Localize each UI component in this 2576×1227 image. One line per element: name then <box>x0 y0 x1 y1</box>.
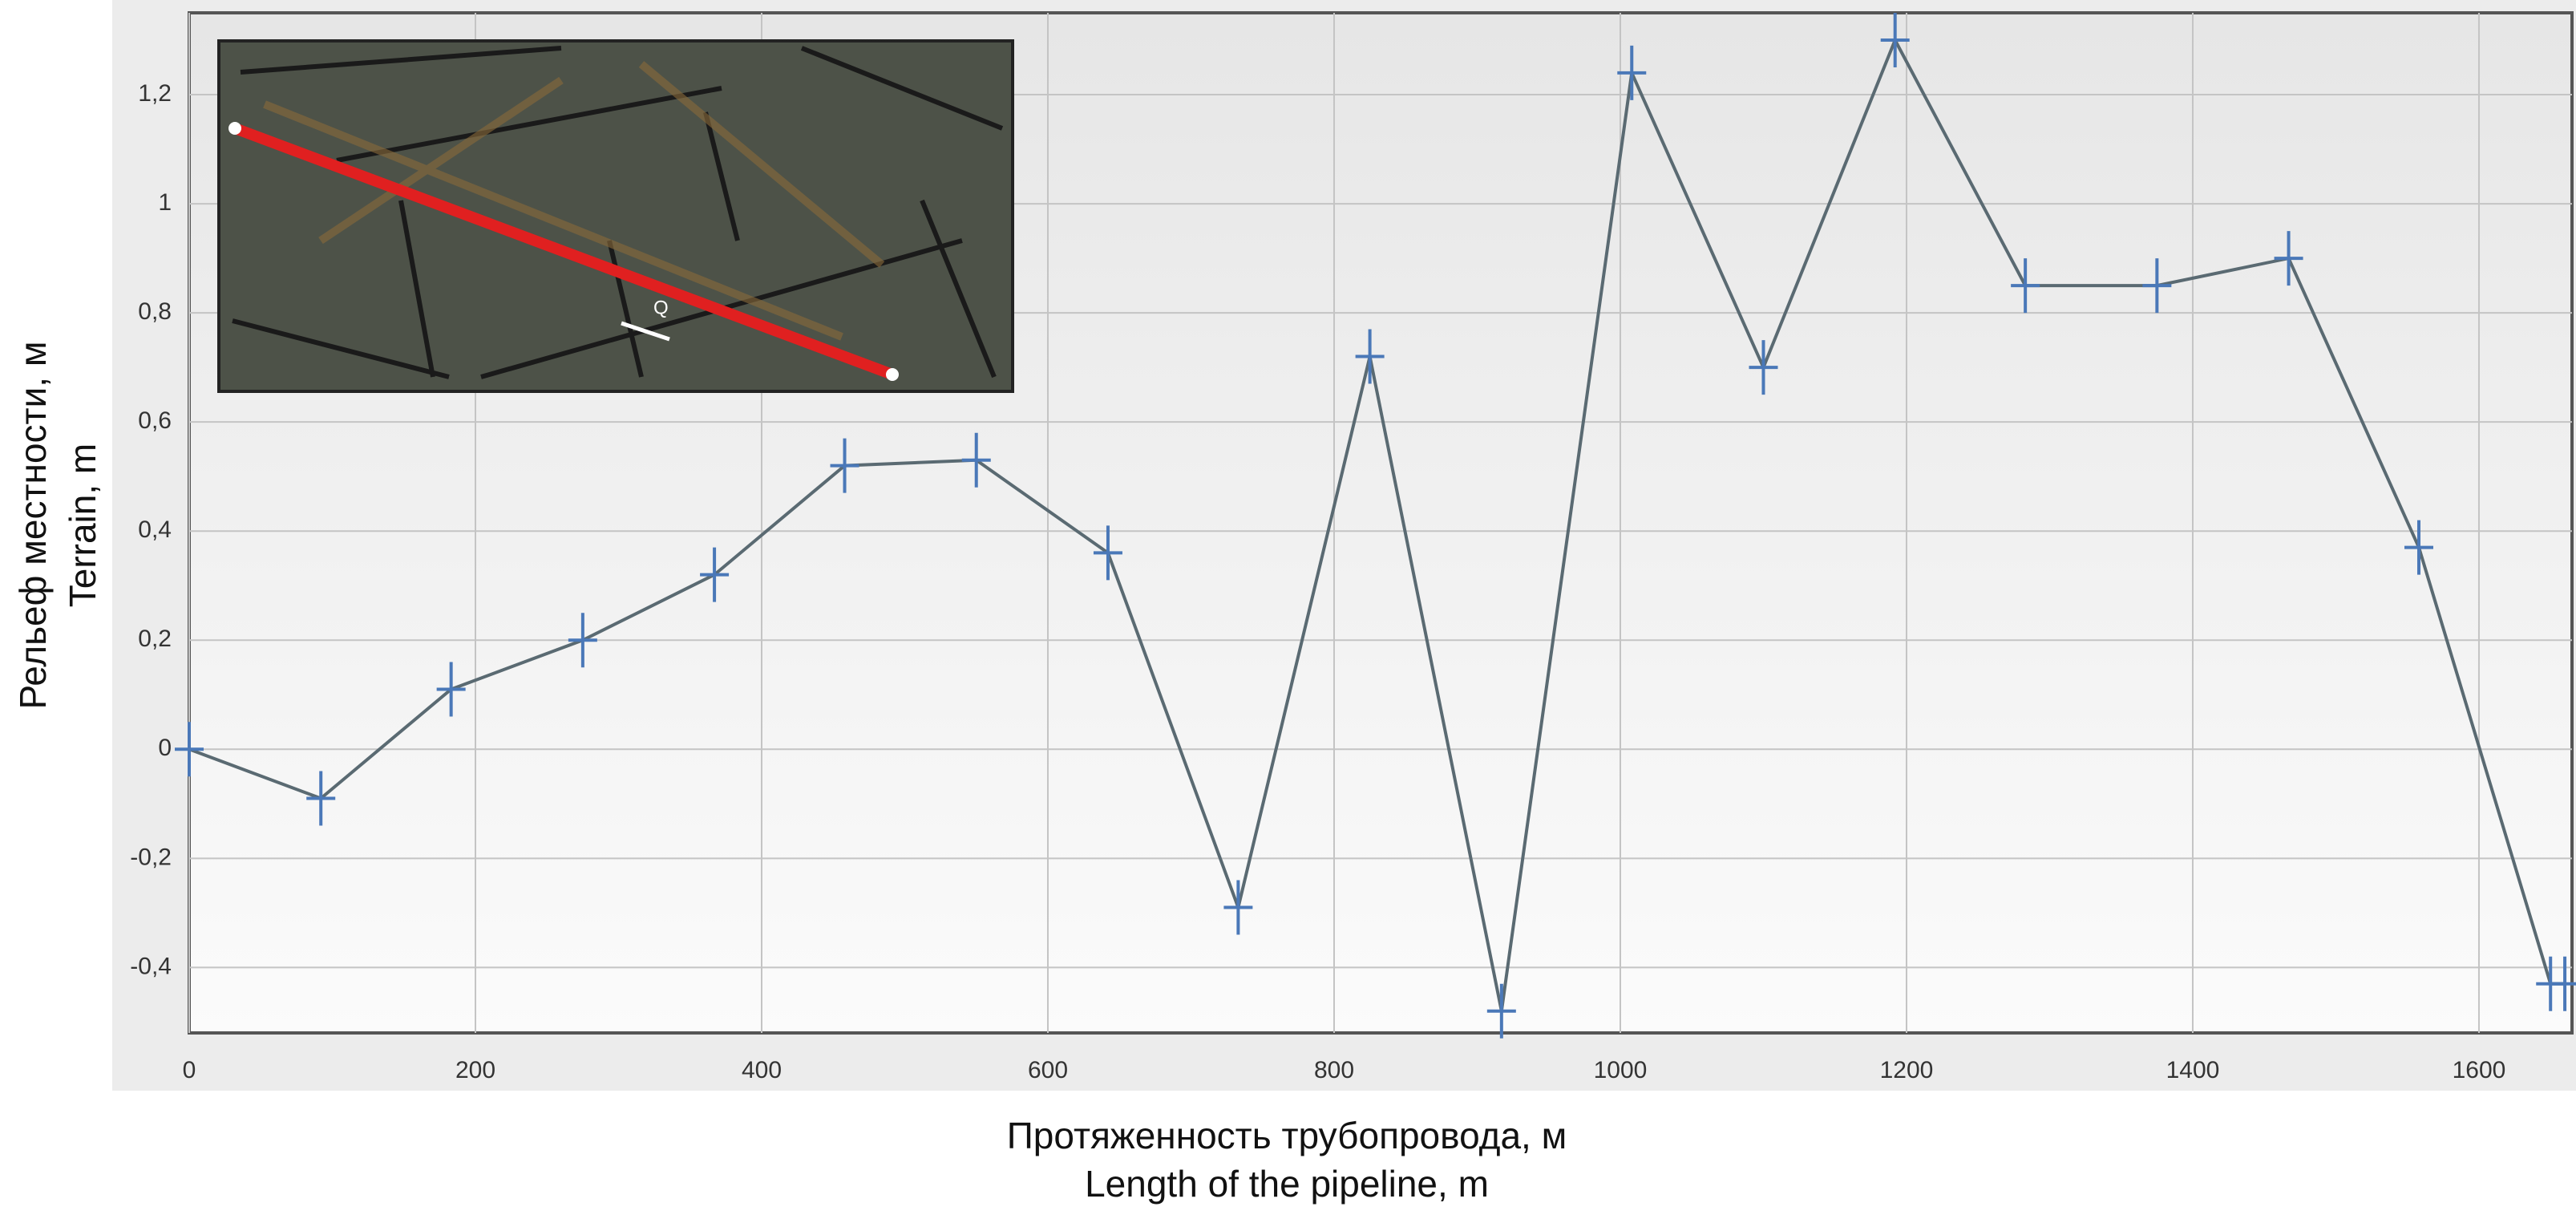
inset-route <box>233 123 895 380</box>
x-tick-label: 600 <box>1028 1057 1068 1083</box>
x-tick-label: 400 <box>742 1057 782 1083</box>
point-marker <box>568 613 597 668</box>
y-tick-label: 0,2 <box>138 626 172 652</box>
point-marker <box>2404 520 2434 575</box>
x-tick-label: 1200 <box>1880 1057 1934 1083</box>
x-tick-label: 1000 <box>1594 1057 1648 1083</box>
y-tick-label: 0,6 <box>138 407 172 434</box>
inset-arrow <box>621 321 670 342</box>
y-tick-label: -0,2 <box>130 844 172 870</box>
point-marker <box>1093 525 1122 581</box>
point-marker <box>1355 329 1385 384</box>
inset-fields <box>263 61 885 341</box>
y-tick-label: 1,2 <box>138 80 172 107</box>
point-marker <box>1486 983 1516 1039</box>
x-axis-title: Протяженность трубопровода, м <box>1007 1115 1567 1156</box>
point-marker <box>2142 258 2172 314</box>
point-marker <box>436 662 466 717</box>
point-marker <box>1880 13 1910 68</box>
inset-map: Q <box>217 39 1014 393</box>
x-tick-label: 0 <box>183 1057 196 1083</box>
point-marker <box>700 547 730 602</box>
point-marker <box>961 432 991 488</box>
y-tick-label: -0,4 <box>130 953 172 979</box>
x-tick-label: 800 <box>1314 1057 1354 1083</box>
x-tick-label: 200 <box>455 1057 495 1083</box>
point-marker <box>1617 45 1647 100</box>
point-marker <box>830 438 859 493</box>
x-axis-title: Length of the pipeline, m <box>1085 1163 1489 1205</box>
inset-end <box>886 368 899 381</box>
point-marker <box>175 722 204 777</box>
x-tick-label: 1600 <box>2453 1057 2506 1083</box>
y-tick-label: 1 <box>158 189 172 216</box>
y-tick-label: 0,4 <box>138 516 172 543</box>
inset-label: Q <box>653 297 669 318</box>
terrain-line <box>188 36 2566 1012</box>
point-marker <box>2011 258 2040 314</box>
y-tick-label: 0,8 <box>138 298 172 325</box>
y-axis-title: Рельеф местности, м <box>12 342 54 710</box>
point-marker <box>1223 880 1253 935</box>
x-tick-label: 1400 <box>2166 1057 2220 1083</box>
y-tick-label: 0 <box>158 735 172 761</box>
point-marker <box>1749 340 1778 395</box>
point-marker <box>306 771 336 826</box>
data <box>175 13 2576 1039</box>
point-marker <box>2550 956 2576 1011</box>
inset-start <box>228 122 241 135</box>
y-axis-title: Terrain, m <box>62 443 103 607</box>
point-marker <box>2274 231 2303 286</box>
